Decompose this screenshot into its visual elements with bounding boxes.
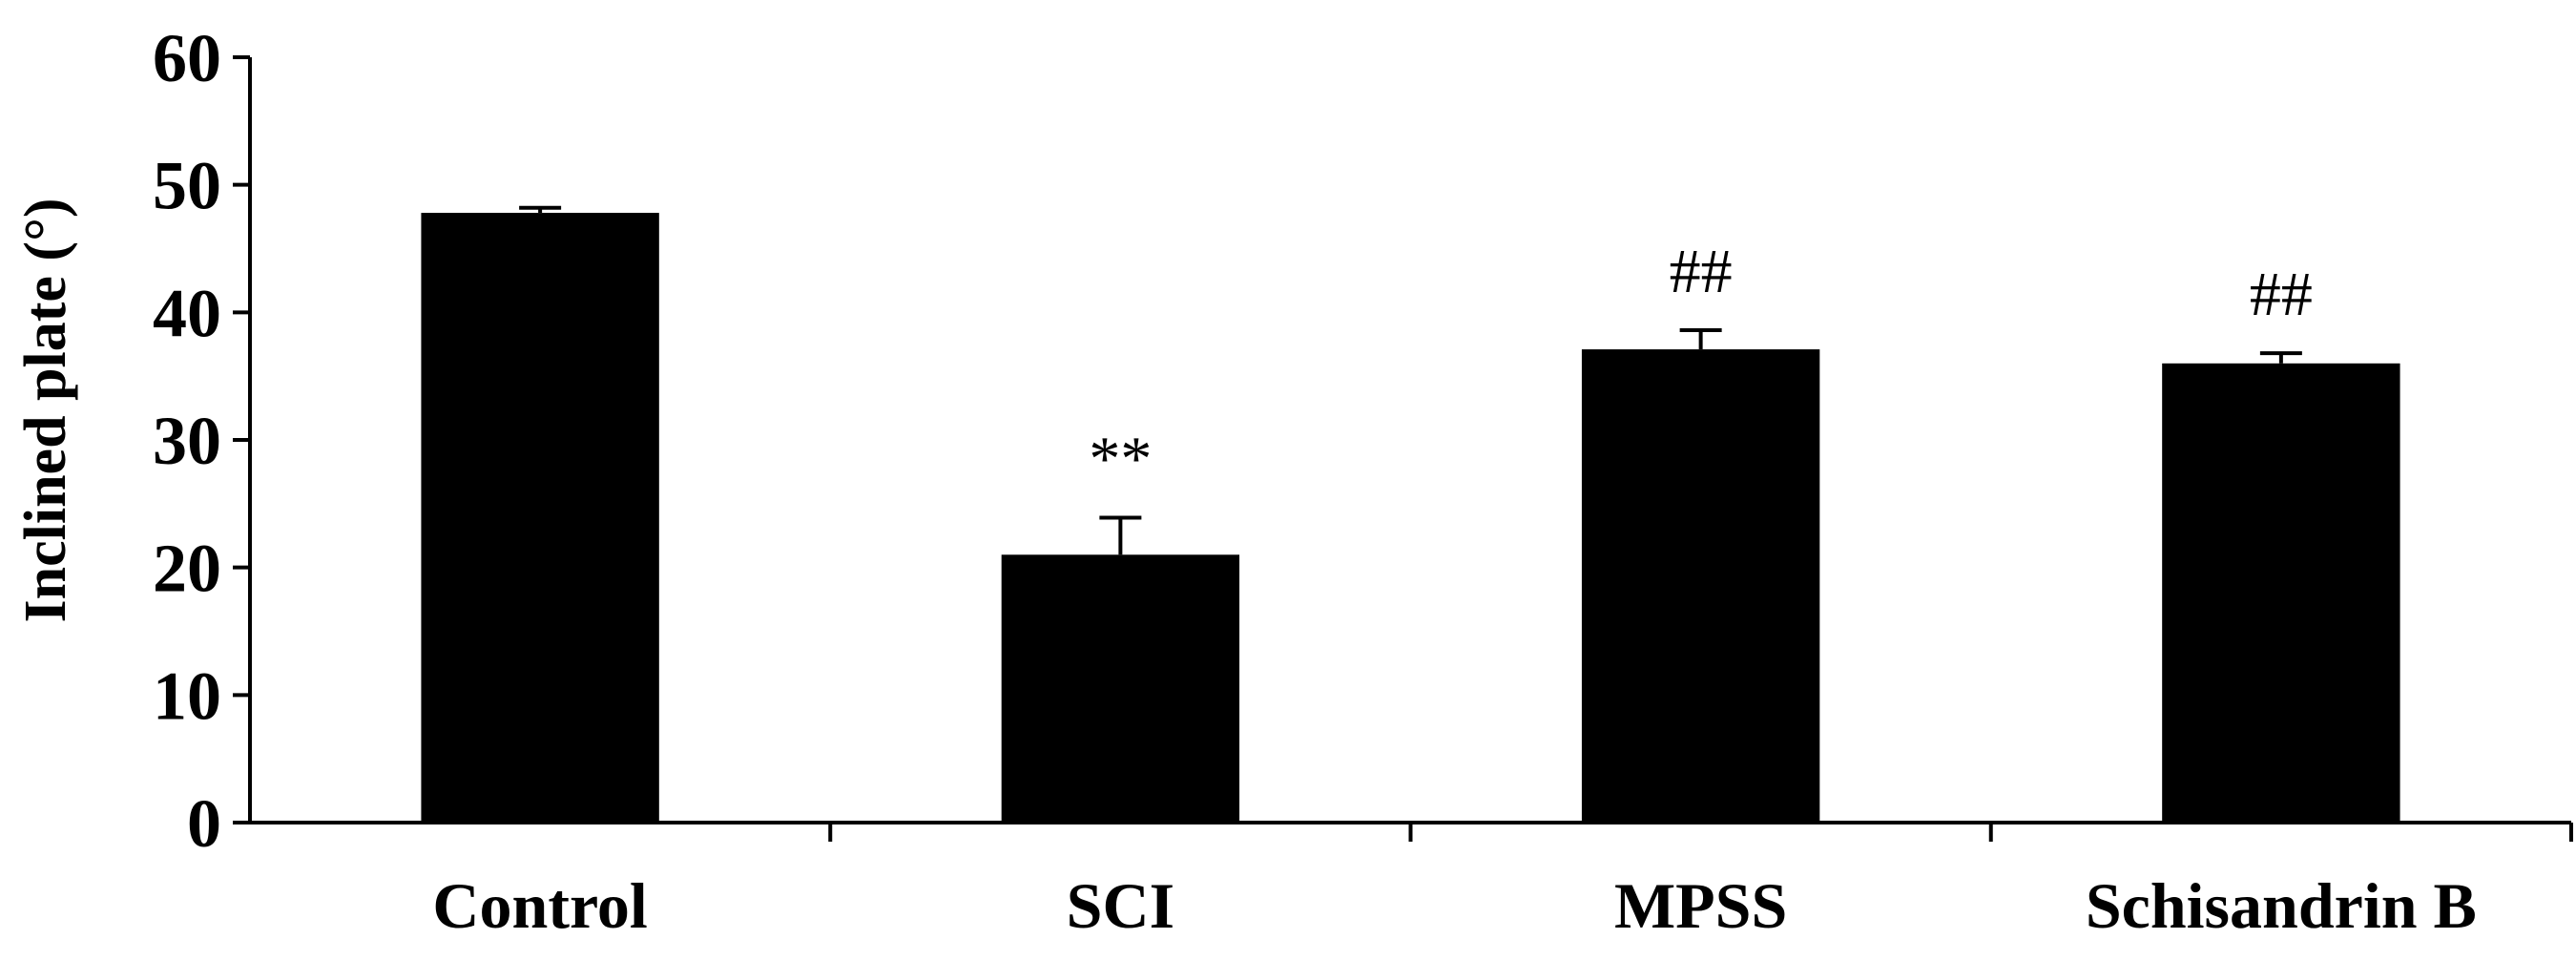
significance-annotation: ##	[2250, 260, 2313, 329]
x-category-label: Control	[432, 869, 647, 942]
x-category-label: Schisandrin B	[2086, 869, 2477, 942]
significance-annotation: ##	[1670, 237, 1733, 306]
y-tick-label: 60	[153, 20, 221, 96]
y-tick-label: 40	[153, 275, 221, 351]
bar-control	[421, 213, 659, 823]
bar-schisandrin-b	[2162, 363, 2400, 823]
labels: 0 10 20 30 40 50 60 Control ** SCI ## MPSS ## Schisan…	[153, 20, 2477, 942]
x-category-label: SCI	[1067, 869, 1174, 942]
y-tick-label: 0	[187, 785, 221, 862]
bar-mpss	[1581, 349, 1820, 823]
y-axis-label: Inclined plate (°)	[13, 198, 78, 622]
x-category-label: MPSS	[1614, 869, 1787, 942]
y-tick-label: 20	[153, 531, 221, 607]
bar-sci	[1001, 554, 1240, 823]
y-tick-label: 50	[153, 148, 221, 224]
y-tick-label: 30	[153, 403, 221, 479]
significance-annotation: **	[1089, 425, 1152, 494]
y-tick-label: 10	[153, 657, 221, 734]
bars	[421, 205, 2400, 823]
